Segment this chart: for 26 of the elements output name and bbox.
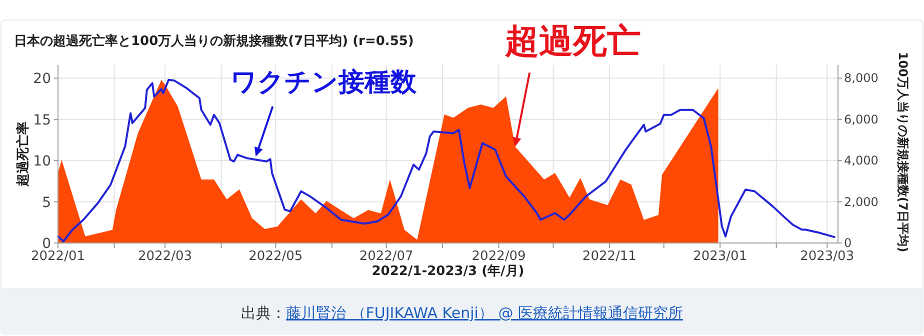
y2-axis-title: 100万人当りの新規接種数(7日平均) <box>896 52 910 252</box>
y2-tick-label: 4,000 <box>844 154 878 168</box>
x-tick-label: 2022/03 <box>138 249 192 264</box>
x-tick-label: 2022/07 <box>359 249 414 264</box>
y2-tick-label: 2,000 <box>844 194 878 209</box>
y-tick-label: 15 <box>33 112 51 128</box>
x-tick-label: 2022/05 <box>248 249 303 264</box>
y2-tick-label: 0 <box>844 236 852 250</box>
x-tick-label: 2022/01 <box>30 249 86 264</box>
x-tick-label: 2023/03 <box>800 249 854 264</box>
x-tick-label: 2022/09 <box>472 249 526 264</box>
annotation: 超過死亡 <box>504 22 642 62</box>
y2-tick-label: 6,000 <box>844 112 878 126</box>
x-axis-title: 2022/1-2023/3 (年/月) <box>372 264 524 279</box>
chart-title: 日本の超過死亡率と100万人当りの新規接種数(7日平均) (r=0.55) <box>14 33 414 49</box>
y-tick-label: 20 <box>33 71 51 88</box>
x-tick-label: 2022/11 <box>582 249 636 264</box>
y-tick-label: 10 <box>33 154 51 170</box>
annotation: ワクチン接種数 <box>230 67 418 98</box>
y2-tick-label: 8,000 <box>844 71 878 86</box>
y-tick-label: 0 <box>42 236 51 252</box>
y-axis-title: 超過死亡率 <box>15 122 31 188</box>
y-tick-label: 5 <box>42 194 51 211</box>
text: 藤川賢治 （FUJIKAWA Kenji） @ 医療統計情報通信研究所 <box>286 304 683 322</box>
source-note: 出典： <box>241 304 286 322</box>
x-tick-label: 2023/01 <box>693 249 748 264</box>
